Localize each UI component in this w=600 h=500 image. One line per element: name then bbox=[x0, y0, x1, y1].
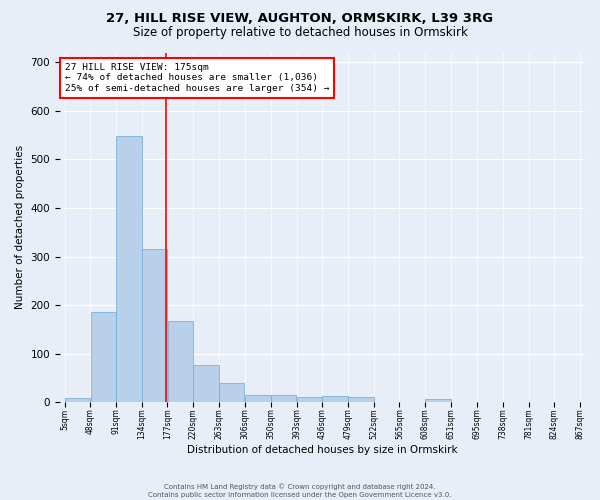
Text: 27 HILL RISE VIEW: 175sqm
← 74% of detached houses are smaller (1,036)
25% of se: 27 HILL RISE VIEW: 175sqm ← 74% of detac… bbox=[65, 63, 329, 93]
X-axis label: Distribution of detached houses by size in Ormskirk: Distribution of detached houses by size … bbox=[187, 445, 458, 455]
Bar bbox=[65, 398, 90, 402]
Bar bbox=[245, 394, 271, 402]
Bar bbox=[167, 320, 193, 402]
Text: Contains HM Land Registry data © Crown copyright and database right 2024.
Contai: Contains HM Land Registry data © Crown c… bbox=[148, 484, 452, 498]
Bar bbox=[348, 397, 374, 402]
Text: 27, HILL RISE VIEW, AUGHTON, ORMSKIRK, L39 3RG: 27, HILL RISE VIEW, AUGHTON, ORMSKIRK, L… bbox=[106, 12, 494, 26]
Bar bbox=[322, 396, 348, 402]
Text: Size of property relative to detached houses in Ormskirk: Size of property relative to detached ho… bbox=[133, 26, 467, 39]
Bar bbox=[193, 366, 219, 403]
Bar bbox=[91, 312, 116, 402]
Y-axis label: Number of detached properties: Number of detached properties bbox=[15, 146, 25, 310]
Bar bbox=[425, 399, 451, 402]
Bar bbox=[142, 250, 167, 402]
Bar bbox=[271, 394, 296, 402]
Bar bbox=[116, 136, 142, 402]
Bar bbox=[219, 383, 244, 402]
Bar bbox=[297, 398, 322, 402]
